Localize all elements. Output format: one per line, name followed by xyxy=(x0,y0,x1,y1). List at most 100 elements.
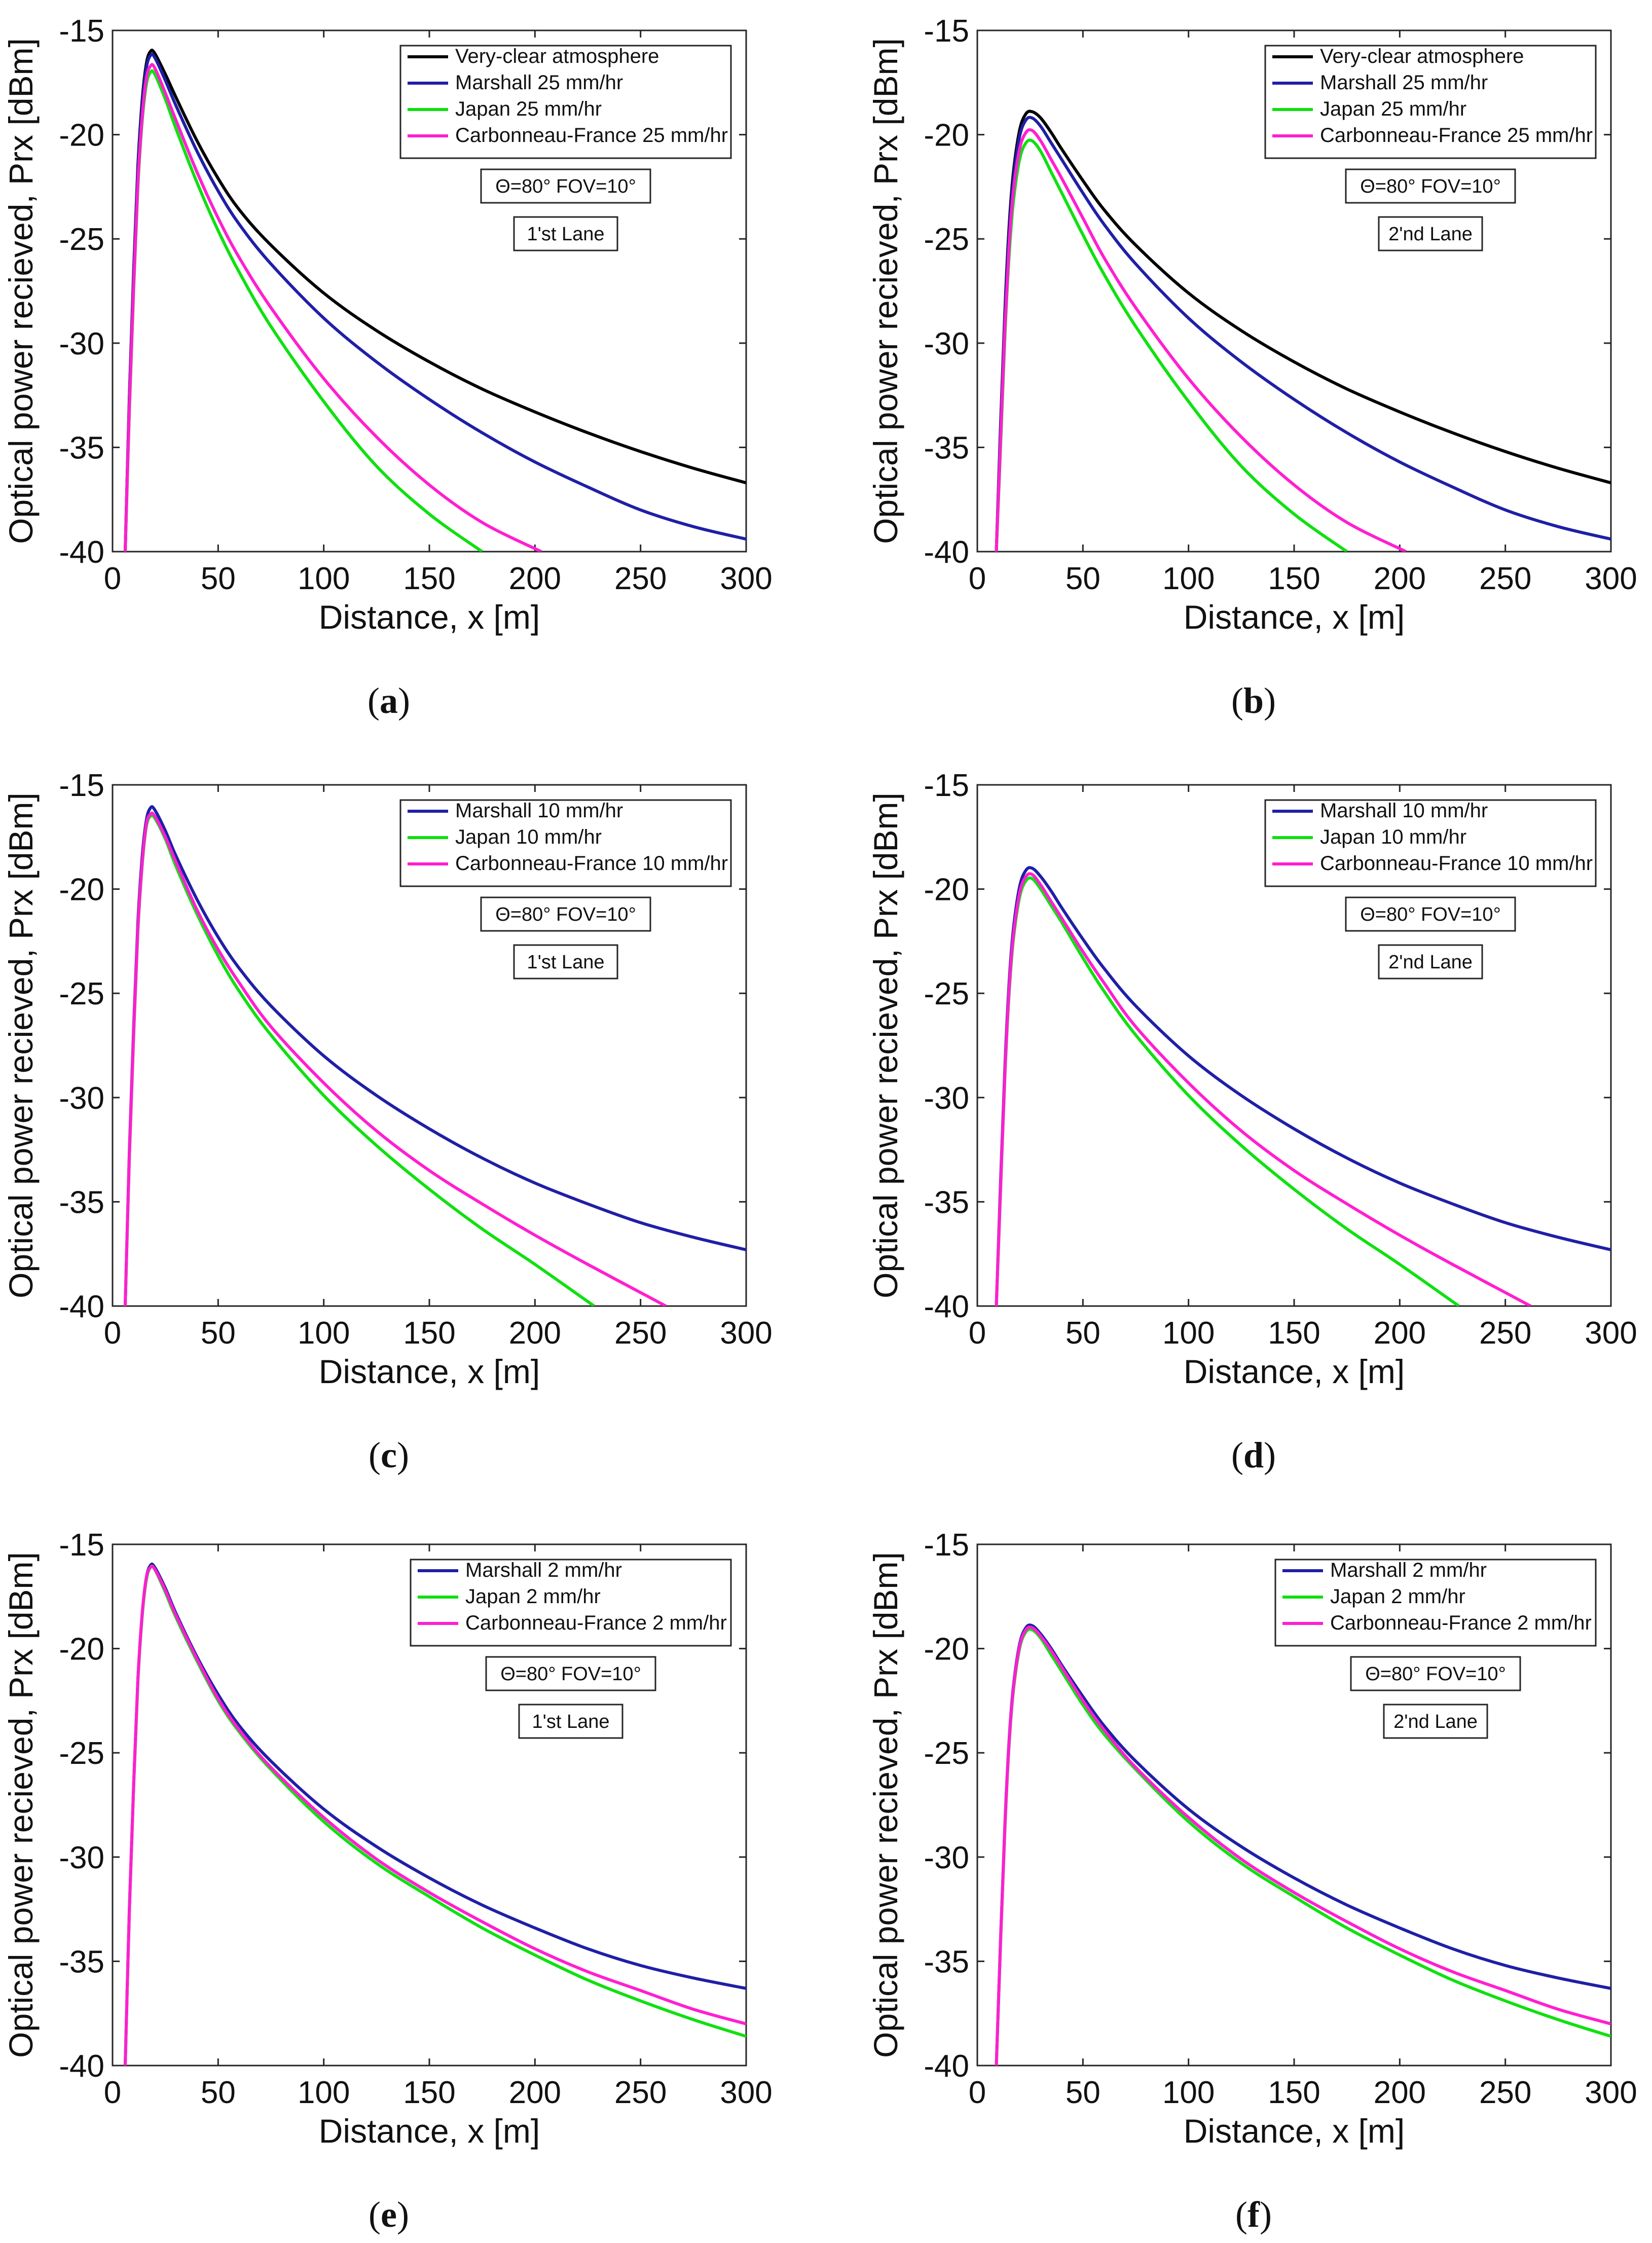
y-tick-label: -35 xyxy=(59,430,104,465)
annotation-lane-box xyxy=(513,944,618,980)
annotation-angles-box xyxy=(480,168,651,204)
y-tick-label: -15 xyxy=(59,14,104,49)
y-axis-label: Optical power recieved, Prx [dBm] xyxy=(2,792,40,1298)
x-tick-label: 50 xyxy=(201,1316,236,1351)
y-tick-label: -30 xyxy=(59,1840,104,1875)
legend-box xyxy=(1274,1559,1597,1647)
panel-a: 0 50 100 150 200 250 300 -15 -20 -25 -30 -35 -40 Dist… xyxy=(2,14,773,721)
x-tick-label: 250 xyxy=(614,1316,667,1351)
series-group xyxy=(995,110,1611,552)
x-axis-label: Distance, x [m] xyxy=(1184,1353,1405,1390)
x-tick-label: 150 xyxy=(403,2075,455,2110)
legend-box xyxy=(1264,45,1597,159)
x-tick-label: 50 xyxy=(201,561,236,596)
x-tick-label: 300 xyxy=(720,1316,772,1351)
x-tick-label: 250 xyxy=(1479,1316,1531,1351)
panel-caption: (c) xyxy=(369,1435,409,1475)
annotation-lane: 1'st Lane xyxy=(527,224,604,245)
x-tick-label: 300 xyxy=(720,561,772,596)
legend-label: Carbonneau-France 25 mm/hr xyxy=(455,124,728,147)
series-group xyxy=(124,48,746,552)
y-tick-label: -25 xyxy=(924,222,969,257)
x-tick-label: 0 xyxy=(104,1316,121,1351)
y-tick-label: -25 xyxy=(59,222,104,257)
x-tick-label: 50 xyxy=(201,2075,236,2110)
x-tick-label: 150 xyxy=(1268,1316,1320,1351)
legend-label: Marshall 10 mm/hr xyxy=(1320,800,1488,822)
panel-caption: (a) xyxy=(368,680,410,721)
annotation-angles: Θ=80° FOV=10° xyxy=(1360,176,1501,197)
annotation-lane: 2'nd Lane xyxy=(1393,1711,1478,1732)
annotation-lane: 1'st Lane xyxy=(527,952,604,973)
y-tick-label: -20 xyxy=(924,1632,969,1667)
legend-label: Very-clear atmosphere xyxy=(455,45,659,67)
panel-caption: (b) xyxy=(1231,680,1276,721)
y-tick-label: -30 xyxy=(924,327,969,361)
x-tick-label: 50 xyxy=(1066,1316,1100,1351)
x-tick-label: 50 xyxy=(1066,561,1100,596)
x-axis-label: Distance, x [m] xyxy=(319,2112,540,2150)
legend-label: Japan 2 mm/hr xyxy=(1330,1585,1465,1608)
x-tick-label: 0 xyxy=(104,2075,121,2110)
y-tick-label: -35 xyxy=(59,1944,104,1979)
legend-label: Carbonneau-France 2 mm/hr xyxy=(465,1612,727,1634)
legend-box xyxy=(1264,799,1597,887)
legend: Marshall 2 mm/hr Japan 2 mm/hr Carbonneau-… xyxy=(1274,1559,1597,1647)
panel-f: 0 50 100 150 200 250 300 -15 -20 -25 -30 -35 -40 Dist… xyxy=(867,1528,1637,2235)
y-tick-label: -15 xyxy=(924,768,969,803)
x-axis-label: Distance, x [m] xyxy=(1184,598,1405,636)
y-tick-label: -15 xyxy=(59,768,104,803)
series-line xyxy=(995,1625,1611,2066)
annotation-lane-box xyxy=(1378,216,1483,251)
legend-label: Marshall 25 mm/hr xyxy=(1320,71,1488,94)
x-tick-label: 300 xyxy=(1585,2075,1637,2110)
y-tick-label: -15 xyxy=(924,14,969,49)
annotation-lane-box xyxy=(1378,944,1483,980)
x-tick-label: 100 xyxy=(1162,1316,1215,1351)
x-tick-label: 100 xyxy=(298,1316,350,1351)
panel-b: 0 50 100 150 200 250 300 -15 -20 -25 -30 -35 -40 Dist… xyxy=(867,14,1637,721)
y-tick-label: -40 xyxy=(924,1289,969,1324)
legend-box xyxy=(399,799,732,887)
y-tick-label: -40 xyxy=(59,1289,104,1324)
panel-caption: (d) xyxy=(1231,1435,1276,1475)
legend-box xyxy=(410,1559,732,1647)
panel-caption: (f) xyxy=(1235,2194,1272,2235)
annotation-angles-box xyxy=(485,1656,656,1691)
annotation-lane-box xyxy=(1383,1704,1488,1739)
y-tick-label: -35 xyxy=(59,1185,104,1220)
legend-label: Marshall 2 mm/hr xyxy=(1330,1559,1487,1581)
legend: Marshall 10 mm/hr Japan 10 mm/hr Carbonnea… xyxy=(1264,799,1597,887)
annotation-angles: Θ=80° FOV=10° xyxy=(495,176,636,197)
legend: Very-clear atmosphere Marshall 25 mm/hr Ja… xyxy=(1264,45,1597,159)
series-line xyxy=(995,128,1407,552)
y-axis-label: Optical power recieved, Prx [dBm] xyxy=(867,38,904,544)
legend-label: Carbonneau-France 10 mm/hr xyxy=(455,852,728,875)
series-group xyxy=(124,1562,746,2066)
annotation-angles: Θ=80° FOV=10° xyxy=(1360,904,1501,925)
legend-label: Marshall 10 mm/hr xyxy=(455,800,623,822)
y-tick-label: -25 xyxy=(924,976,969,1011)
y-axis-label: Optical power recieved, Prx [dBm] xyxy=(2,1552,40,2058)
x-tick-label: 250 xyxy=(614,2075,667,2110)
panel-c: 0 50 100 150 200 250 300 -15 -20 -25 -30 -35 -40 Dist… xyxy=(2,768,773,1475)
legend-label: Very-clear atmosphere xyxy=(1320,45,1524,67)
series-group xyxy=(995,1623,1611,2066)
panel-caption: (e) xyxy=(369,2194,409,2235)
x-tick-label: 250 xyxy=(1479,561,1531,596)
legend-label: Japan 10 mm/hr xyxy=(455,826,602,848)
legend-label: Carbonneau-France 2 mm/hr xyxy=(1330,1612,1592,1634)
legend-label: Carbonneau-France 10 mm/hr xyxy=(1320,852,1593,875)
x-tick-label: 200 xyxy=(509,2075,561,2110)
y-tick-label: -20 xyxy=(59,873,104,908)
y-axis-label: Optical power recieved, Prx [dBm] xyxy=(2,38,40,544)
y-tick-label: -35 xyxy=(924,1944,969,1979)
x-tick-label: 300 xyxy=(1585,1316,1637,1351)
y-tick-label: -20 xyxy=(924,873,969,908)
y-tick-label: -25 xyxy=(59,976,104,1011)
y-tick-label: -25 xyxy=(924,1736,969,1771)
x-tick-label: 250 xyxy=(1479,2075,1531,2110)
annotation-angles: Θ=80° FOV=10° xyxy=(495,904,636,925)
x-tick-label: 0 xyxy=(969,1316,986,1351)
x-tick-label: 100 xyxy=(298,2075,350,2110)
